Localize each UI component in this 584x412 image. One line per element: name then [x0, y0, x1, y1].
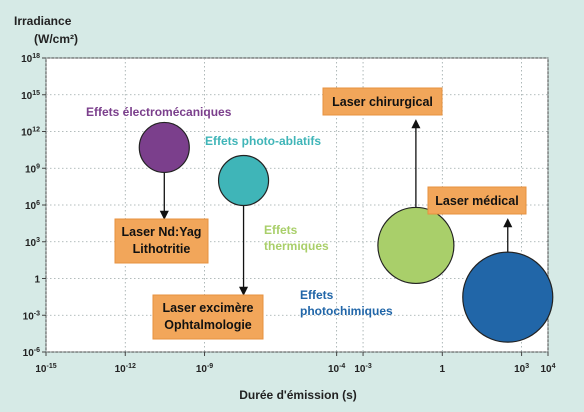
x-tick-label: 104: [540, 363, 555, 375]
x-axis-label: Durée d'émission (s): [239, 388, 357, 402]
annotation-box-2: [322, 87, 443, 116]
bubble-3: [462, 251, 554, 343]
y-tick-label: 10-6: [23, 347, 40, 359]
y-tick-label: 1: [34, 275, 40, 286]
annotation-boxes: Laser Nd:Yag Lithotritie Laser excimère Oph…: [114, 87, 527, 340]
arrows: [159, 119, 513, 296]
annotation-box-1: [152, 294, 264, 340]
y-tick-label: 1015: [21, 90, 40, 102]
x-tick-label: 10-4: [328, 363, 345, 375]
y-tick-label: 103: [25, 237, 40, 249]
annotation-text-2: Laser chirurgical: [332, 95, 433, 109]
x-tick-label: 10-12: [115, 363, 136, 375]
x-tick-label: 10-15: [35, 363, 56, 375]
y-tick-label: 106: [25, 200, 40, 212]
annotation-text-1: Laser excimère Ophtalmologie: [162, 301, 253, 332]
bubble-labels: Effets électromécaniques Effets photo-abl…: [86, 105, 393, 318]
x-tick-label: 10-9: [196, 363, 213, 375]
annotation-text-3: Laser médical: [435, 194, 518, 208]
annotation-box-3: [427, 186, 527, 215]
bubble-label-3: Effets photochimiques: [300, 288, 393, 318]
bubble-label-0: Effets électromécaniques: [86, 105, 232, 119]
y-ticks: 10-6 10-3 1 103 106 109 1012 1015 1018: [21, 53, 46, 359]
y-tick-label: 1012: [21, 127, 40, 139]
bubble-0: [138, 121, 190, 174]
y-axis-label-line1: Irradiance: [14, 14, 72, 28]
annotation-box-0: [114, 218, 209, 264]
bubble-label-1: Effets photo-ablatifs: [205, 134, 321, 148]
bubble-label-2: Effets thermiques: [264, 223, 329, 253]
x-ticks: 10-15 10-12 10-9 10-4 10-3 1 103 104: [35, 352, 556, 375]
x-tick-label: 10-3: [354, 363, 371, 375]
y-tick-label: 109: [25, 163, 40, 175]
annotation-text-0: Laser Nd:Yag Lithotritie: [122, 225, 202, 256]
y-axis-label-line2: (W/cm²): [34, 32, 78, 46]
x-tick-label: 1: [440, 364, 446, 375]
y-tick-label: 1018: [21, 53, 40, 65]
x-tick-label: 103: [514, 363, 529, 375]
y-tick-label: 10-3: [23, 310, 40, 322]
bubble-1: [217, 154, 270, 207]
bubbles: [138, 121, 554, 343]
bubble-2: [377, 206, 455, 285]
